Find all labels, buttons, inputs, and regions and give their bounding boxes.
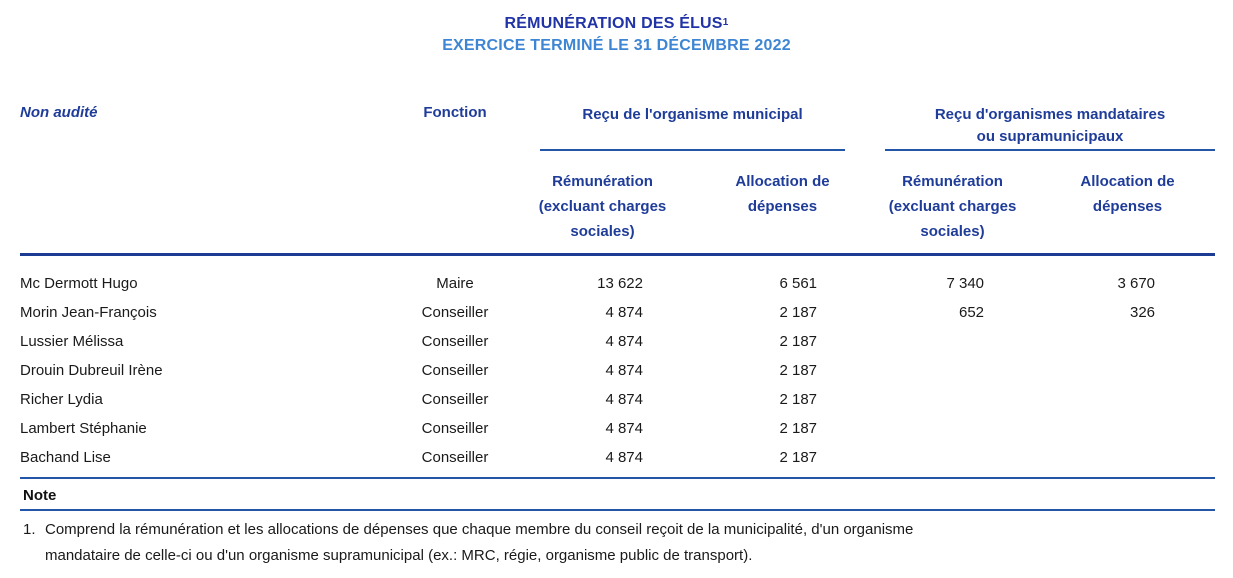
cell-fonction: Maire [436,275,474,292]
cell-alloc-mandataire [1040,443,1215,472]
cell-alloc-municipal: 2 187 [779,391,818,408]
cell-alloc-mandataire [1040,385,1215,414]
unaudited-label: Non audité [20,104,98,121]
cell-alloc-municipal: 2 187 [779,449,818,466]
cell-rem-mandataire [865,356,1040,385]
cell-rem-municipal: 4 874 [605,391,643,408]
fonction-header: Fonction [423,104,487,121]
cell-rem-mandataire [865,327,1040,356]
page-title-text: RÉMUNÉRATION DES ÉLUS [504,15,723,32]
cell-rem-municipal: 4 874 [605,362,643,379]
title-superscript: 1 [722,17,729,28]
cell-name: Drouin Dubreuil Irène [20,362,163,379]
cell-rem-municipal: 4 874 [605,333,643,350]
cell-rem-mandataire [865,443,1040,472]
subheader-remuneration-mandataires: Rémunération (excluant charges sociales) [865,158,1041,256]
cell-alloc-mandataire: 326 [1129,304,1156,321]
group-header-municipal: Reçu de l'organisme municipal [505,97,865,158]
title-block: RÉMUNÉRATION DES ÉLUS1 EXERCICE TERMINÉ … [0,0,1233,57]
cell-alloc-municipal: 2 187 [779,420,818,437]
cell-rem-municipal: 4 874 [605,420,643,437]
group-header-mandataires: Reçu d'organismes mandataires ou supramu… [865,97,1216,158]
table-row: Morin Jean-François Conseiller 4 874 2 1… [20,298,1215,327]
cell-name: Lussier Mélissa [20,333,124,350]
cell-alloc-mandataire: 3 670 [1117,275,1156,292]
cell-name: Bachand Lise [20,449,111,466]
cell-name: Mc Dermott Hugo [20,275,138,292]
table-row: Lambert Stéphanie Conseiller 4 874 2 187 [20,414,1215,443]
note-text-line: Comprend la rémunération et les allocati… [45,521,914,538]
cell-alloc-municipal: 2 187 [779,333,818,350]
cell-alloc-mandataire [1040,356,1215,385]
cell-rem-mandataire [865,385,1040,414]
remuneration-table-wrap: Non audité Fonction Reçu de l'organisme … [20,97,1216,479]
cell-alloc-mandataire [1040,414,1215,443]
subheader-remuneration-municipal: Rémunération (excluant charges sociales) [505,158,700,256]
cell-alloc-mandataire [1040,327,1215,356]
table-row: Richer Lydia Conseiller 4 874 2 187 [20,385,1215,414]
cell-fonction: Conseiller [421,304,489,321]
note-heading: Note [20,479,1215,511]
cell-alloc-municipal: 2 187 [779,362,818,379]
cell-fonction: Conseiller [421,391,489,408]
cell-alloc-municipal: 2 187 [779,304,818,321]
cell-rem-municipal: 13 622 [597,275,643,292]
empty-header-cell [20,158,385,256]
cell-fonction: Conseiller [421,449,489,466]
cell-rem-municipal: 4 874 [605,304,643,321]
subheader-allocation-mandataires: Allocation de dépenses [1040,158,1216,256]
empty-header-cell [385,158,505,256]
cell-alloc-municipal: 6 561 [779,275,818,292]
table-row: Mc Dermott Hugo Maire 13 622 6 561 7 340… [20,255,1215,299]
page-subtitle: EXERCICE TERMINÉ LE 31 DÉCEMBRE 2022 [442,37,791,54]
cell-name: Lambert Stéphanie [20,420,147,437]
group-header-municipal-label: Reçu de l'organisme municipal [582,106,803,123]
table-row: Bachand Lise Conseiller 4 874 2 187 [20,443,1215,472]
note-section: Note 1. Comprend la rémunération et les … [20,479,1215,569]
group-header-mandataires-label: Reçu d'organismes mandataires ou supramu… [934,106,1166,145]
subheader-allocation-municipal: Allocation de dépenses [700,158,866,256]
cell-rem-mandataire: 652 [958,304,985,321]
note-text: Comprend la rémunération et les allocati… [45,517,913,569]
cell-fonction: Conseiller [421,362,489,379]
cell-rem-municipal: 4 874 [605,449,643,466]
cell-name: Richer Lydia [20,391,103,408]
cell-fonction: Conseiller [421,333,489,350]
note-text-line: mandataire de celle-ci ou d'un organisme… [45,547,753,564]
cell-rem-mandataire [865,414,1040,443]
remuneration-table: Non audité Fonction Reçu de l'organisme … [20,97,1216,473]
note-number: 1. [23,521,36,538]
note-item: 1. Comprend la rémunération et les alloc… [20,517,1215,569]
table-row: Drouin Dubreuil Irène Conseiller 4 874 2… [20,356,1215,385]
page-title: RÉMUNÉRATION DES ÉLUS1 [0,13,1233,35]
cell-rem-mandataire: 7 340 [946,275,985,292]
cell-name: Morin Jean-François [20,304,157,321]
table-body: Mc Dermott Hugo Maire 13 622 6 561 7 340… [20,255,1215,473]
cell-fonction: Conseiller [421,420,489,437]
table-row: Lussier Mélissa Conseiller 4 874 2 187 [20,327,1215,356]
